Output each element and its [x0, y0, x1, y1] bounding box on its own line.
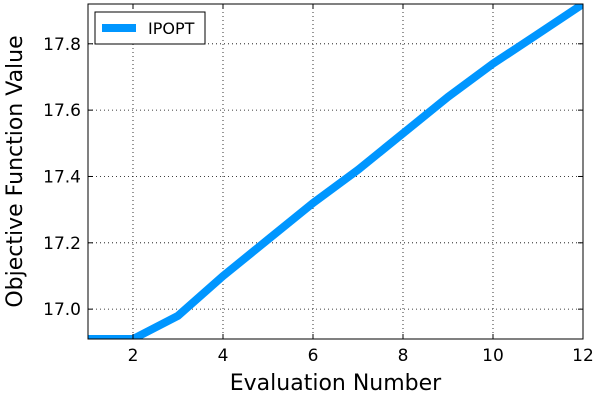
legend-label: IPOPT [148, 19, 195, 38]
y-tick-label: 17.0 [43, 300, 81, 320]
legend: IPOPT [94, 11, 206, 45]
series-line-ipopt [88, 4, 583, 339]
x-tick-label: 10 [482, 346, 504, 366]
grid [88, 4, 584, 339]
y-tick-label: 17.6 [43, 101, 81, 121]
x-tick-label: 4 [218, 346, 229, 366]
y-axis-label: Objective Function Value [3, 35, 28, 307]
ticks: 2 4 6 8 10 12 17.0 17.2 17.4 17.6 17.8 [43, 4, 594, 366]
y-tick-label: 17.8 [43, 35, 81, 55]
x-axis-label: Evaluation Number [230, 371, 442, 396]
x-tick-label: 8 [398, 346, 409, 366]
y-tick-label: 17.4 [43, 167, 81, 187]
plot-frame [87, 3, 584, 340]
y-tick-label: 17.2 [43, 234, 81, 254]
series-layer [88, 4, 583, 339]
x-tick-label: 12 [572, 346, 594, 366]
x-tick-label: 2 [128, 346, 139, 366]
x-tick-label: 6 [308, 346, 319, 366]
